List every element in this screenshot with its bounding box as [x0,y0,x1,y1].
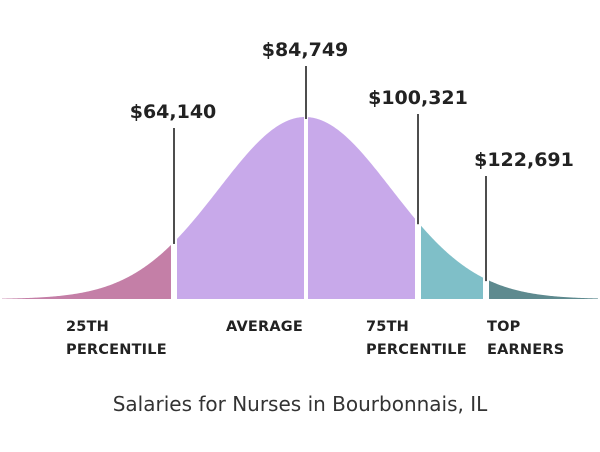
category-label-4-line-2: EARNERS [487,342,564,358]
category-label-1-line-2: PERCENTILE [66,342,167,358]
value-label-3: $100,321 [368,87,468,109]
area-segment-2 [177,117,415,299]
value-label-1: $64,140 [130,101,217,123]
category-label-3-line-2: PERCENTILE [366,342,467,358]
value-label-2: $84,749 [262,39,349,61]
value-label-4: $122,691 [474,149,574,171]
category-label-3-line-1: 75TH [366,319,409,335]
area-segment-3 [421,225,483,299]
chart-caption: Salaries for Nurses in Bourbonnais, IL [112,392,488,416]
area-segment-4 [489,280,598,299]
category-label-2-line-1: AVERAGE [226,319,303,335]
area-segment-1 [2,244,171,299]
category-label-1-line-1: 25TH [66,319,109,335]
category-label-4-line-1: TOP [487,319,521,335]
